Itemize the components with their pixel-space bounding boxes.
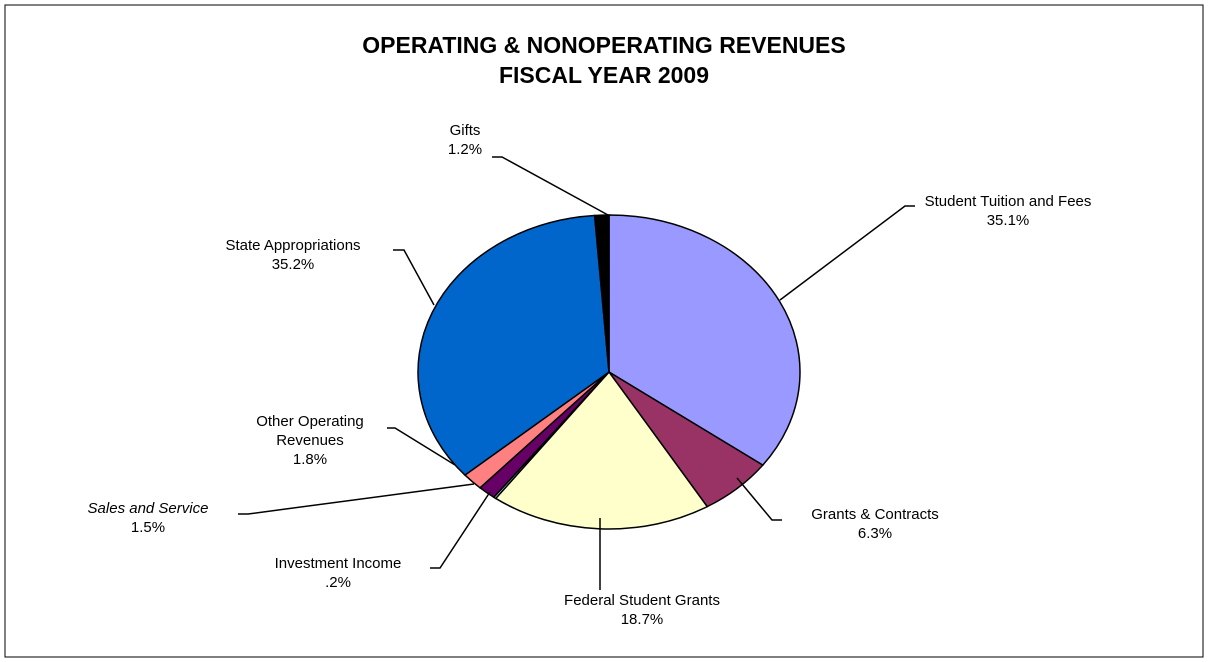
- category-label: Student Tuition and Fees: [924, 193, 1092, 210]
- frame: [4, 4, 1204, 658]
- category-label: Gifts: [449, 122, 481, 139]
- pie-slice: [417, 214, 610, 477]
- leader-line: [238, 483, 475, 515]
- leader-line: [393, 249, 435, 306]
- slice-label: State Appropriations 35.2%: [183, 236, 403, 274]
- slice-label: Federal Student Grants 18.7%: [522, 591, 762, 629]
- slice-label: Other Operating Revenues 1.8%: [235, 412, 385, 469]
- slice-label: Gifts 1.2%: [425, 121, 505, 159]
- slice-label: Student Tuition and Fees 35.1%: [923, 192, 1093, 230]
- leader-lines: [238, 156, 915, 590]
- category-label: Federal Student Grants: [564, 592, 720, 609]
- leader-line: [387, 427, 456, 466]
- value-label: 1.5%: [130, 519, 166, 536]
- value-label: 1.2%: [447, 141, 483, 158]
- leader-line: [492, 156, 609, 216]
- value-label: 35.1%: [986, 212, 1030, 229]
- pie-slice: [608, 214, 801, 467]
- value-label: 35.2%: [271, 256, 315, 273]
- slice-label: Grants & Contracts 6.3%: [775, 505, 975, 543]
- category-label: State Appropriations: [225, 237, 361, 254]
- pie: [417, 214, 801, 530]
- value-label: .2%: [325, 574, 351, 591]
- category-label: Grants & Contracts: [811, 506, 939, 523]
- chart-title: OPERATING & NONOPERATING REVENUES FISCAL…: [362, 32, 846, 88]
- leader-line: [736, 477, 782, 521]
- category-label: Sales and Service: [87, 500, 209, 517]
- value-label: 18.7%: [620, 611, 664, 628]
- pie-slice: [593, 214, 610, 373]
- slice-label: Sales and Service 1.5%: [48, 499, 248, 537]
- slice-label: Investment Income .2%: [238, 554, 438, 592]
- value-label: 6.3%: [857, 525, 893, 542]
- category-label: Investment Income: [274, 555, 402, 572]
- value-label: 1.8%: [292, 451, 328, 468]
- leader-line: [779, 205, 915, 301]
- leader-line: [430, 491, 491, 569]
- category-label: Other Operating Revenues: [256, 413, 364, 449]
